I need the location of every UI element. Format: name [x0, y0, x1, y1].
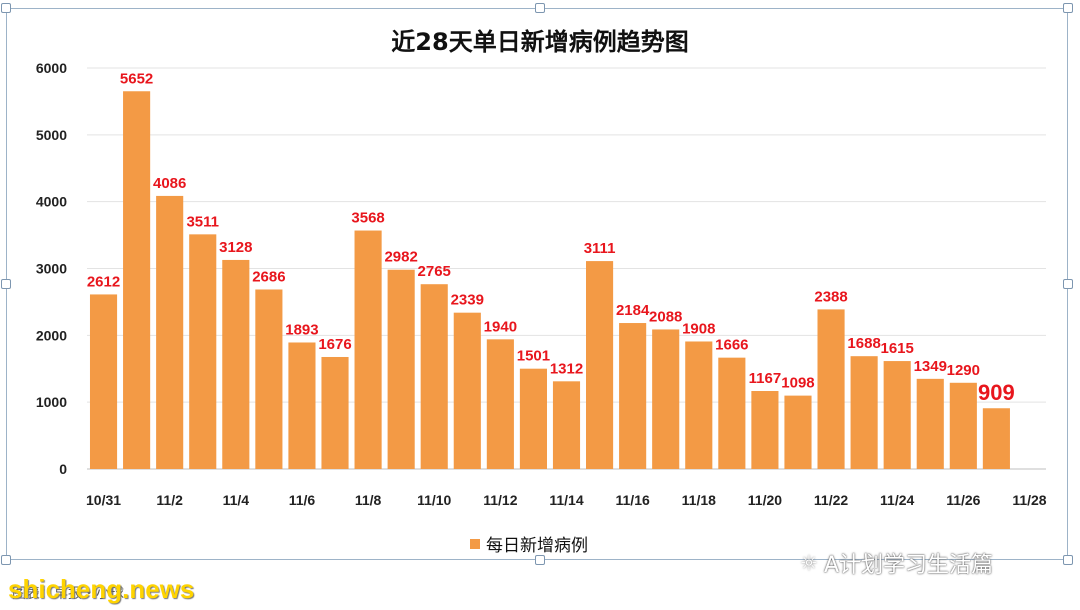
- resize-handle-top-right[interactable]: [1063, 3, 1073, 13]
- bar: [156, 195, 184, 469]
- x-tick-label: 11/22: [814, 492, 848, 508]
- resize-handle-left[interactable]: [1, 279, 11, 289]
- bar: [288, 342, 316, 469]
- y-tick-label: 0: [59, 461, 67, 477]
- resize-handle-top[interactable]: [535, 3, 545, 13]
- bar: [123, 91, 151, 470]
- bar: [784, 395, 812, 469]
- data-label: 1501: [517, 348, 550, 365]
- x-tick-label: 11/26: [946, 492, 980, 508]
- data-label: 3511: [186, 213, 219, 230]
- y-tick-label: 3000: [36, 261, 67, 277]
- footer-source: 图表：早报・小球: [12, 586, 124, 602]
- wechat-icon: ☼: [800, 551, 818, 575]
- data-label: 3111: [584, 240, 616, 257]
- x-tick-label: 11/16: [616, 492, 650, 508]
- data-label: 1167: [749, 370, 782, 387]
- y-tick-label: 6000: [36, 60, 67, 76]
- chart-title: 近28天单日新增病例趋势图: [391, 28, 689, 56]
- bar: [89, 294, 118, 469]
- data-label: 5652: [120, 70, 153, 87]
- watermark: ☼ A计划学习生活篇: [800, 547, 993, 579]
- data-label: 2388: [814, 288, 847, 305]
- bar: [453, 312, 481, 469]
- footer-site: shicheng.news: [8, 574, 195, 604]
- data-label: 909: [978, 380, 1015, 405]
- bar: [255, 289, 283, 469]
- legend-label: 每日新增病例: [486, 536, 588, 556]
- x-tick-label: 11/28: [1012, 492, 1046, 508]
- data-label: 2612: [87, 273, 120, 290]
- data-label: 3128: [219, 239, 252, 256]
- bar: [586, 261, 614, 469]
- bar: [652, 329, 680, 469]
- watermark-text: A计划学习生活篇: [823, 553, 993, 578]
- x-tick-label: 11/2: [156, 492, 183, 508]
- x-tick-label: 11/18: [682, 492, 716, 508]
- bar: [354, 230, 382, 469]
- data-label: 1098: [781, 375, 814, 392]
- data-label: 2686: [252, 268, 285, 285]
- data-label: 1908: [682, 320, 715, 337]
- bar: [949, 382, 977, 469]
- y-tick-label: 1000: [36, 394, 67, 410]
- x-tick-label: 10/31: [86, 492, 121, 508]
- legend: 每日新增病例: [470, 531, 588, 556]
- data-label: 1349: [914, 358, 947, 375]
- bar: [718, 357, 746, 469]
- resize-handle-bottom-left[interactable]: [1, 555, 11, 565]
- bar: [519, 368, 547, 469]
- x-tick-label: 11/8: [355, 492, 382, 508]
- data-label: 2765: [418, 263, 451, 280]
- bar: [552, 381, 581, 469]
- bar: [850, 356, 878, 469]
- x-tick-label: 11/6: [289, 492, 316, 508]
- x-tick-label: 11/20: [748, 492, 782, 508]
- bar: [751, 391, 779, 469]
- data-label: 2339: [451, 292, 484, 309]
- y-tick-label: 5000: [36, 127, 67, 143]
- data-label: 2184: [616, 302, 650, 319]
- bar: [685, 341, 713, 469]
- y-tick-label: 2000: [36, 327, 67, 343]
- bar: [321, 356, 349, 469]
- y-tick-label: 4000: [36, 194, 67, 210]
- x-tick-label: 11/10: [417, 492, 451, 508]
- data-label: 1893: [285, 321, 318, 338]
- x-tick-label: 11/12: [483, 492, 517, 508]
- bar: [222, 259, 250, 469]
- resize-handle-right[interactable]: [1063, 279, 1073, 289]
- bar: [817, 309, 845, 469]
- resize-handle-bottom-right[interactable]: [1063, 555, 1073, 565]
- data-label: 1615: [881, 340, 914, 357]
- bar: [916, 378, 944, 469]
- legend-swatch: [470, 538, 480, 549]
- bar: [982, 408, 1010, 469]
- data-label: 1312: [550, 360, 583, 377]
- data-label: 2088: [649, 308, 682, 325]
- bar: [387, 269, 415, 469]
- data-label: 1688: [847, 335, 880, 352]
- x-tick-label: 11/14: [549, 492, 583, 508]
- bar: [883, 361, 911, 469]
- x-tick-label: 11/24: [880, 492, 914, 508]
- data-label: 4086: [153, 175, 186, 192]
- x-tick-label: 11/4: [223, 492, 250, 508]
- data-label: 2982: [384, 249, 417, 266]
- bar: [619, 323, 647, 469]
- resize-handle-bottom[interactable]: [535, 555, 545, 565]
- bar: [486, 339, 514, 469]
- bar: [420, 284, 448, 469]
- bar: [189, 234, 217, 469]
- data-label: 1676: [318, 336, 351, 353]
- data-label: 1666: [715, 337, 748, 354]
- data-label: 1290: [947, 362, 980, 379]
- resize-handle-top-left[interactable]: [1, 3, 11, 13]
- data-label: 3568: [351, 210, 384, 227]
- data-label: 1940: [484, 318, 517, 335]
